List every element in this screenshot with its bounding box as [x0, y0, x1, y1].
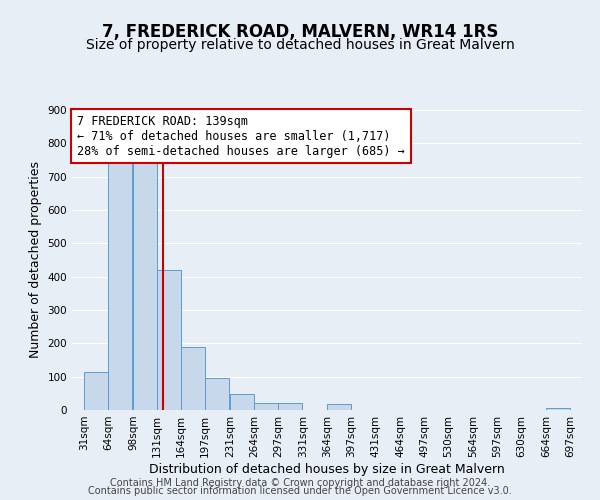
Bar [84, 372, 108, 410]
Y-axis label: Number of detached properties: Number of detached properties [29, 162, 42, 358]
Text: Contains HM Land Registry data © Crown copyright and database right 2024.: Contains HM Land Registry data © Crown c… [110, 478, 490, 488]
Bar [157, 270, 181, 410]
Bar [254, 402, 278, 410]
Bar [278, 402, 302, 410]
Text: Size of property relative to detached houses in Great Malvern: Size of property relative to detached ho… [86, 38, 514, 52]
Bar [133, 160, 157, 410]
Text: Contains public sector information licensed under the Open Government Licence v3: Contains public sector information licen… [88, 486, 512, 496]
Bar [230, 394, 254, 410]
Bar [108, 160, 132, 410]
Bar [327, 404, 351, 410]
Bar [181, 346, 205, 410]
Text: 7, FREDERICK ROAD, MALVERN, WR14 1RS: 7, FREDERICK ROAD, MALVERN, WR14 1RS [102, 22, 498, 40]
Text: 7 FREDERICK ROAD: 139sqm
← 71% of detached houses are smaller (1,717)
28% of sem: 7 FREDERICK ROAD: 139sqm ← 71% of detach… [77, 114, 405, 158]
X-axis label: Distribution of detached houses by size in Great Malvern: Distribution of detached houses by size … [149, 462, 505, 475]
Bar [205, 378, 229, 410]
Bar [546, 408, 570, 410]
